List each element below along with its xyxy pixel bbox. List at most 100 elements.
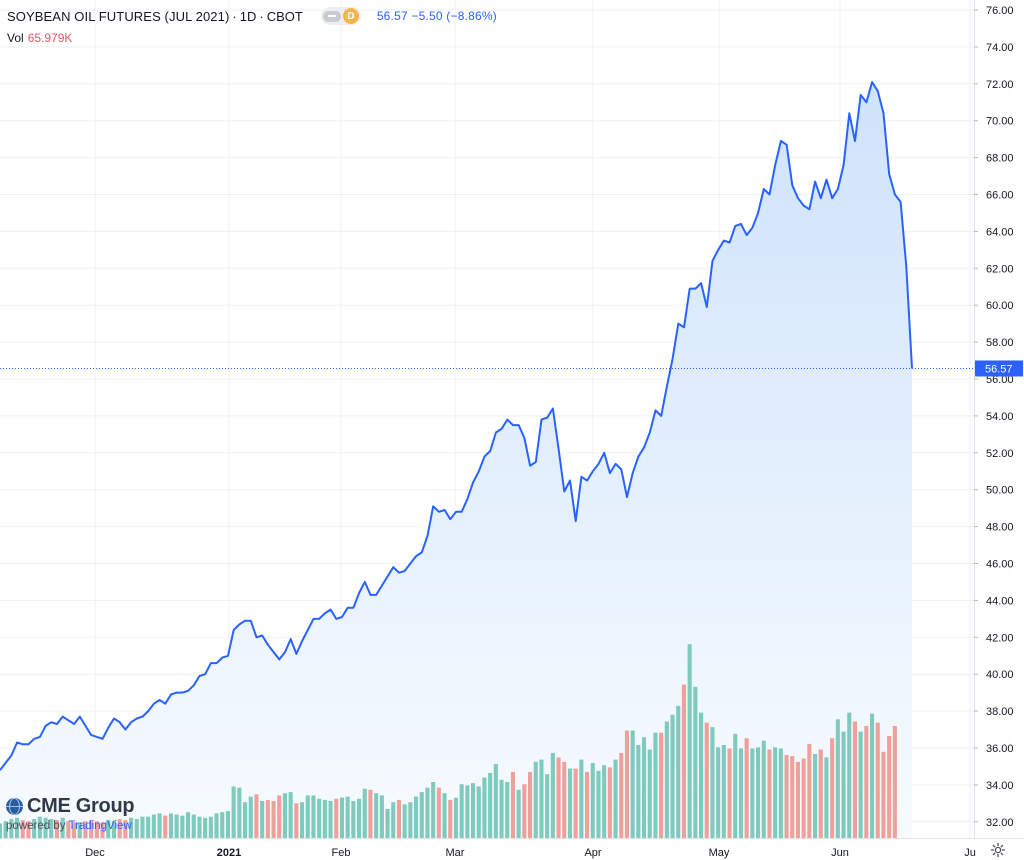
volume-bar xyxy=(499,779,504,838)
volume-bar xyxy=(892,726,897,838)
y-tick-label: 54.00 xyxy=(986,411,1014,423)
volume-bar xyxy=(197,816,202,838)
volume-bar xyxy=(294,803,299,838)
volume-bar xyxy=(94,821,99,838)
y-tick-label: 40.00 xyxy=(986,669,1014,681)
volume-bar xyxy=(824,757,829,838)
volume-bar xyxy=(9,819,14,838)
x-tick-label: Apr xyxy=(584,847,601,859)
volume-bar xyxy=(419,792,424,838)
provider-link[interactable]: TradingView xyxy=(68,820,132,832)
cme-logo[interactable]: CME Group powered by TradingView xyxy=(6,795,135,832)
volume-bar xyxy=(676,705,681,838)
y-tick-label: 56.00 xyxy=(986,374,1014,386)
volume-bar xyxy=(510,771,515,838)
volume-bar xyxy=(545,774,550,838)
volume-bar xyxy=(744,738,749,838)
volume-bar xyxy=(134,819,139,838)
volume-bar xyxy=(807,743,812,838)
price-series-line xyxy=(0,81,913,771)
volume-bar xyxy=(573,768,578,838)
volume-bar xyxy=(881,751,886,838)
volume-bar xyxy=(442,793,447,838)
volume-bar xyxy=(841,731,846,838)
collapse-pill[interactable]: D xyxy=(320,7,361,25)
volume-bar xyxy=(687,644,692,838)
x-tick-label: Feb xyxy=(332,847,351,859)
volume-bar xyxy=(596,770,601,838)
volume-bar xyxy=(852,721,857,838)
volume-bar xyxy=(345,796,350,838)
volume-bar xyxy=(129,817,134,838)
volume-bar xyxy=(562,761,567,838)
price-axis[interactable]: 76.00 74.00 72.00 70.00 68.00 66.00 64.00 62.00… xyxy=(974,0,1024,860)
volume-bar xyxy=(168,813,173,838)
volume-bar xyxy=(288,792,293,838)
volume-bar xyxy=(214,813,219,838)
volume-bar xyxy=(146,816,151,838)
y-tick-label: 38.00 xyxy=(986,706,1014,718)
separator: · xyxy=(232,8,237,24)
volume-bar xyxy=(117,819,122,838)
price-area xyxy=(0,82,912,838)
volume-bar xyxy=(795,761,800,838)
volume-bar xyxy=(619,752,624,838)
x-tick-label: May xyxy=(709,847,730,859)
globe-icon xyxy=(6,798,23,815)
volume-bar xyxy=(528,771,533,838)
volume-bar xyxy=(721,745,726,838)
delayed-badge[interactable]: D xyxy=(342,8,359,24)
volume-bar xyxy=(277,795,282,838)
price-axis-bg xyxy=(974,0,1024,860)
y-tick-label: 52.00 xyxy=(986,448,1014,460)
x-tick-label: 2021 xyxy=(217,847,241,859)
price-quote: 56.57 −5.50 (−8.86%) xyxy=(377,9,497,23)
volume-value: 65.979K xyxy=(27,31,73,45)
volume-bar xyxy=(630,730,635,838)
powered-by: powered by TradingView xyxy=(6,820,134,832)
volume-bar xyxy=(448,799,453,838)
last-price-label: 56.57 xyxy=(985,363,1013,375)
volume-bar xyxy=(254,794,259,838)
volume-bar xyxy=(613,759,618,838)
minus-icon[interactable] xyxy=(322,10,341,22)
volume-bar xyxy=(522,784,527,838)
volume-bar xyxy=(300,802,305,838)
volume-bar xyxy=(362,788,367,838)
volume-bar xyxy=(482,777,487,838)
volume-bar xyxy=(180,815,185,838)
volume-bar xyxy=(659,732,664,838)
volume-bar xyxy=(476,786,481,838)
y-tick-label: 42.00 xyxy=(986,632,1014,644)
volume-bar xyxy=(402,804,407,838)
separator: · xyxy=(259,8,264,24)
y-tick-label: 66.00 xyxy=(986,190,1014,202)
symbol-title: SOYBEAN OIL FUTURES (JUL 2021) xyxy=(7,8,230,24)
volume-bar xyxy=(237,787,242,838)
volume-bar xyxy=(778,748,783,838)
volume-bar xyxy=(767,749,772,838)
volume-bar xyxy=(488,773,493,838)
volume-bar xyxy=(191,814,196,838)
brand-name: CME Group xyxy=(27,795,135,817)
area-fill xyxy=(0,82,912,838)
volume-bar xyxy=(357,798,362,838)
volume-bar xyxy=(328,801,333,838)
volume-bar xyxy=(550,752,555,838)
settings-gear-icon[interactable] xyxy=(990,842,1006,858)
powered-by-label: powered by xyxy=(6,820,66,832)
brand: CME Group xyxy=(6,795,135,818)
volume-bar xyxy=(379,795,384,838)
volume-bar xyxy=(3,821,8,838)
volume-bar xyxy=(174,814,179,838)
volume-bar xyxy=(317,798,322,838)
volume-bar xyxy=(49,819,54,838)
interval-label[interactable]: 1D xyxy=(239,8,257,24)
volume-bar xyxy=(875,722,880,838)
time-axis[interactable]: Dec 2021 Feb Mar Apr May Jun Ju xyxy=(0,838,1024,860)
volume-bar xyxy=(231,786,236,838)
volume-bar xyxy=(220,812,225,838)
volume-bar xyxy=(784,755,789,838)
volume-bar xyxy=(642,737,647,838)
